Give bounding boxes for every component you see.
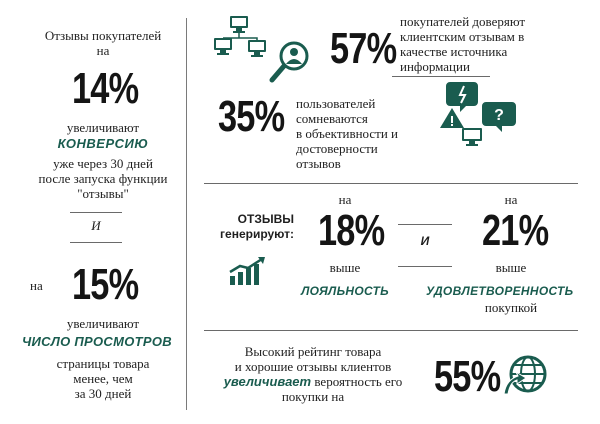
rating-line3-rest: вероятность его bbox=[314, 374, 403, 389]
doubt-pct: 35% bbox=[218, 92, 285, 141]
trust-pct: 57% bbox=[330, 24, 397, 73]
generate-divider-top bbox=[398, 224, 452, 225]
rating-emphasis: увеличивает bbox=[223, 374, 312, 389]
right-divider-bottom bbox=[204, 330, 578, 331]
generate-label-line2: генерируют: bbox=[220, 227, 294, 241]
doubt-line5: отзывов bbox=[296, 156, 341, 171]
left-after-line1: уже через 30 дней bbox=[53, 156, 153, 171]
left-pages-text: страницы товара менее, чем за 30 дней bbox=[18, 356, 188, 401]
left-pages-line2: менее, чем bbox=[73, 371, 133, 386]
rating-pct: 55% bbox=[434, 352, 501, 401]
loyalty-na: на bbox=[338, 192, 352, 207]
trust-line2: клиентским отзывам в bbox=[400, 29, 525, 44]
doubt-text: пользователей сомневаются в объективност… bbox=[296, 96, 436, 171]
rating-line4: покупки на bbox=[281, 389, 345, 404]
left-and: И bbox=[91, 218, 101, 233]
satisfaction-label: УДОВЛЕТВОРЕННОСТЬ bbox=[426, 284, 574, 298]
left-pages-line3: за 30 дней bbox=[74, 386, 132, 401]
doubt-line2: сомневаются bbox=[296, 111, 368, 126]
warning-question-bubbles-icon: ? bbox=[440, 82, 516, 146]
rating-text: Высокий рейтинг товара и хорошие отзывы … bbox=[200, 344, 426, 404]
generate-divider-bottom bbox=[398, 266, 452, 267]
left-views-label: ЧИСЛО ПРОСМОТРОВ bbox=[22, 334, 172, 349]
satisfaction-higher: выше bbox=[495, 260, 527, 275]
left-after-line3: "отзывы" bbox=[77, 186, 129, 201]
doubt-line1: пользователей bbox=[296, 96, 376, 111]
loyalty-pct: 18% bbox=[318, 206, 385, 255]
left-increase-1: увеличивают bbox=[66, 120, 140, 135]
rating-line2: и хорошие отзывы клиентов bbox=[234, 359, 392, 374]
doubt-line4: достоверности bbox=[296, 141, 378, 156]
doubt-line3: в объективности и bbox=[296, 126, 398, 141]
generate-label-line1: ОТЗЫВЫ bbox=[237, 212, 294, 226]
left-na: на bbox=[30, 278, 43, 293]
generate-label: ОТЗЫВЫ генерируют: bbox=[204, 212, 294, 242]
left-title-line2: на bbox=[96, 43, 110, 58]
growth-chart-icon bbox=[229, 257, 265, 285]
left-title-line1: Отзывы покупателей bbox=[44, 28, 162, 43]
trust-line3: качестве источника bbox=[400, 44, 508, 59]
column-divider bbox=[186, 18, 187, 410]
globe-arrow-icon bbox=[503, 355, 547, 395]
left-after-line2: после запуска функции bbox=[38, 171, 168, 186]
magnifier-person-icon bbox=[269, 41, 309, 83]
satisfaction-purchase: покупкой bbox=[484, 300, 538, 315]
left-divider-top bbox=[70, 212, 122, 213]
computers-network-icon bbox=[214, 16, 266, 57]
loyalty-higher: выше bbox=[329, 260, 361, 275]
trust-divider bbox=[392, 76, 490, 77]
left-after-text: уже через 30 дней после запуска функции … bbox=[10, 156, 196, 201]
left-pct-views: 15% bbox=[72, 260, 139, 309]
rating-line3: увеличивает вероятность его bbox=[200, 374, 426, 389]
satisfaction-pct: 21% bbox=[482, 206, 549, 255]
trust-line4: информации bbox=[400, 59, 470, 74]
generate-and: И bbox=[420, 234, 430, 248]
left-pct-conversion: 14% bbox=[72, 64, 139, 113]
loyalty-label: ЛОЯЛЬНОСТЬ bbox=[301, 284, 389, 298]
trust-text: покупателей доверяют клиентским отзывам … bbox=[400, 14, 590, 74]
left-increase-2: увеличивают bbox=[66, 316, 140, 331]
left-title: Отзывы покупателей на bbox=[18, 28, 188, 58]
rating-line1: Высокий рейтинг товара bbox=[244, 344, 382, 359]
right-divider-mid bbox=[204, 183, 578, 184]
svg-text:?: ? bbox=[494, 107, 504, 124]
trust-line1: покупателей доверяют bbox=[400, 14, 526, 29]
left-pages-line1: страницы товара bbox=[56, 356, 150, 371]
left-conversion-label: КОНВЕРСИЮ bbox=[57, 136, 149, 151]
satisfaction-na: на bbox=[504, 192, 518, 207]
left-divider-bottom bbox=[70, 242, 122, 243]
